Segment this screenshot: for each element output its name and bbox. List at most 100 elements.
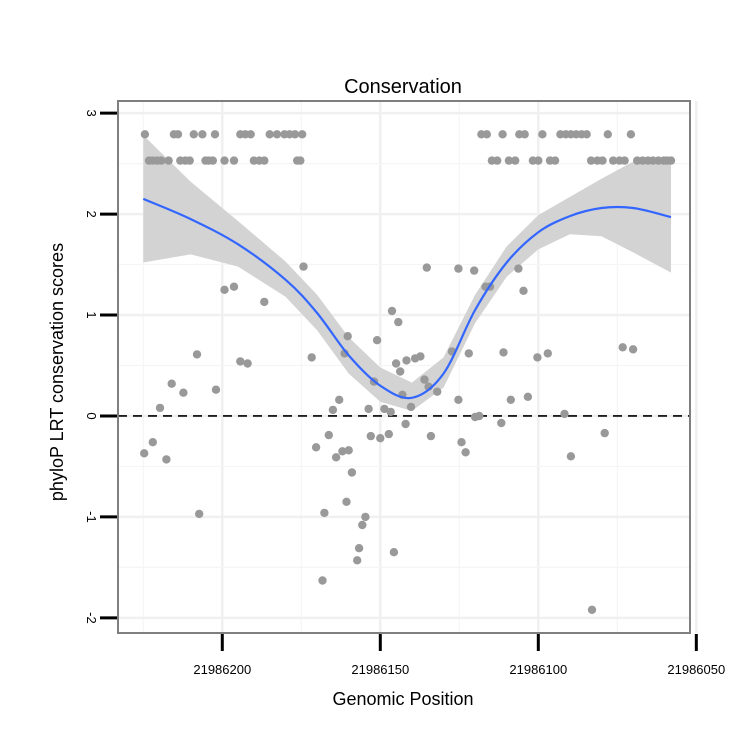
data-point [416, 352, 425, 361]
data-point [296, 156, 305, 165]
data-point [140, 130, 150, 139]
data-point [386, 407, 395, 417]
data-point [587, 605, 597, 614]
data-point [497, 418, 506, 428]
y-tick-label: -2 [84, 612, 99, 624]
data-point [433, 387, 442, 396]
data-point [189, 130, 198, 139]
data-point [534, 156, 543, 165]
y-tick-label: 3 [84, 109, 99, 116]
data-point [338, 447, 347, 456]
data-point [320, 508, 329, 518]
data-point [192, 350, 202, 359]
data-point [626, 130, 636, 139]
data-point [499, 348, 508, 357]
data-point [387, 306, 397, 316]
data-point [666, 156, 676, 165]
data-point [140, 449, 149, 458]
data-point [298, 130, 307, 139]
data-point [324, 430, 333, 440]
data-point [167, 379, 176, 388]
data-point [519, 286, 528, 295]
data-point [380, 404, 389, 414]
data-point [164, 156, 173, 165]
plot-frame [117, 100, 691, 634]
data-point [426, 431, 436, 441]
data-point [311, 443, 321, 452]
data-point [318, 576, 327, 585]
data-point [406, 402, 416, 412]
data-point [560, 409, 569, 419]
data-point [246, 130, 255, 139]
data-point [598, 156, 607, 165]
x-tick-label: 21986200 [193, 662, 251, 677]
data-point [520, 130, 529, 139]
data-point [609, 156, 618, 165]
data-point [353, 556, 362, 565]
confidence-band [143, 135, 672, 411]
data-point [210, 130, 220, 139]
data-point [470, 266, 479, 275]
data-point [185, 156, 194, 165]
data-point [366, 431, 375, 441]
data-point [211, 385, 221, 394]
data-point [347, 468, 357, 477]
data-point [198, 130, 207, 139]
data-point [260, 297, 269, 307]
data-point [148, 438, 157, 447]
data-point [396, 367, 405, 376]
data-point [162, 455, 171, 464]
data-point [603, 130, 612, 139]
data-point [195, 509, 204, 519]
data-point [343, 332, 352, 341]
data-point [454, 264, 463, 273]
data-point [173, 130, 183, 139]
data-point [461, 448, 470, 457]
data-point [344, 446, 353, 455]
data-point [628, 345, 638, 354]
data-point [464, 349, 473, 358]
x-tick-label: 21986050 [667, 662, 725, 677]
data-point [538, 130, 547, 139]
data-point [523, 392, 533, 401]
data-point [335, 395, 344, 404]
data-point [422, 263, 431, 272]
data-point [401, 419, 410, 429]
data-point [511, 156, 520, 165]
data-point [498, 130, 507, 139]
chart-title: Conservation [344, 76, 462, 98]
axis-ticks: 21986200 21986150 21986100 21986050 -2 -1 0 1 2 3 [84, 109, 725, 677]
y-tick-label: 2 [84, 210, 99, 217]
data-point [566, 452, 576, 461]
data-point [208, 156, 217, 165]
data-point [265, 130, 274, 139]
data-point [391, 359, 401, 368]
data-point [157, 156, 166, 165]
data-point [243, 359, 252, 368]
data-point [420, 375, 429, 384]
data-point [364, 404, 373, 414]
data-point [272, 130, 282, 139]
data-point [582, 130, 591, 139]
data-point [493, 156, 502, 165]
data-point [220, 156, 229, 165]
data-point [618, 343, 627, 352]
data-point [342, 497, 351, 506]
data-point [179, 388, 188, 397]
x-axis-title: Genomic Position [332, 689, 473, 709]
data-point [550, 156, 560, 165]
data-point [220, 285, 229, 294]
data-point [328, 405, 338, 415]
y-axis-title: phyloP LRT conservation scores [47, 243, 67, 501]
data-point [482, 130, 491, 139]
data-point [299, 262, 308, 271]
data-point [389, 548, 399, 557]
data-point [155, 403, 165, 413]
data-points [140, 130, 676, 614]
data-point [229, 282, 239, 291]
data-point [504, 156, 514, 165]
data-point [358, 520, 367, 530]
data-point [402, 356, 411, 365]
y-tick-label: 1 [84, 311, 99, 318]
